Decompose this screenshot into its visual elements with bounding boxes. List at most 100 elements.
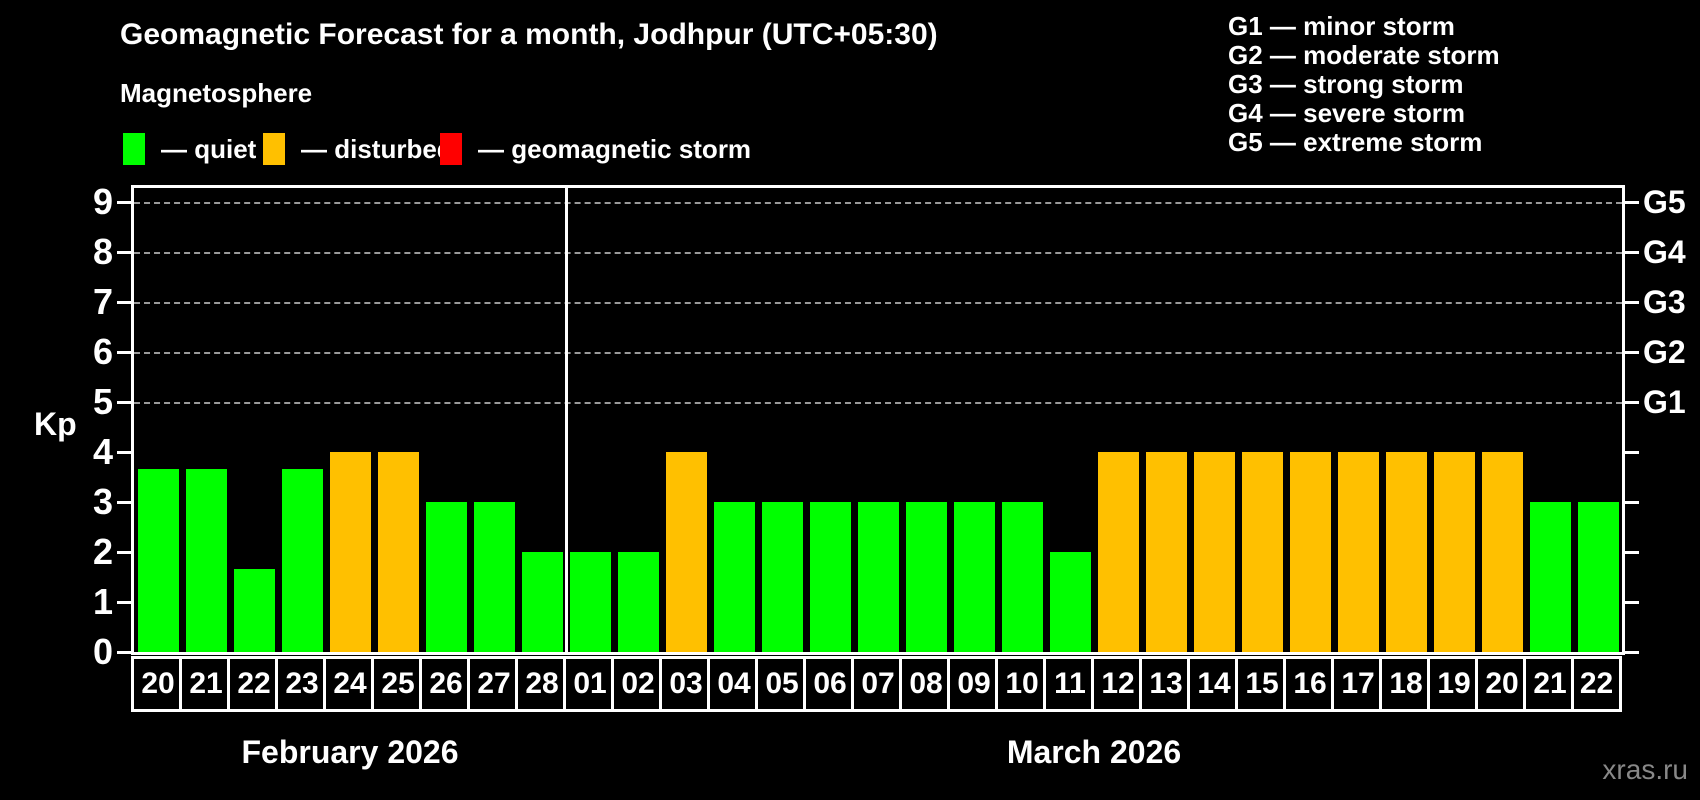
- day-label-cell: 08: [899, 656, 950, 712]
- kp-bar: [377, 452, 419, 652]
- day-label-cell: 04: [707, 656, 758, 712]
- plot-area: [131, 185, 1625, 655]
- day-label-cell: 07: [851, 656, 902, 712]
- g-level-label-g3: G3: [1643, 284, 1686, 320]
- kp-bar: [521, 552, 563, 652]
- month-separator: [564, 188, 568, 652]
- day-label-cell: 10: [995, 656, 1046, 712]
- kp-tick-label: 1: [92, 581, 113, 622]
- kp-bar: [425, 502, 467, 652]
- y-axis-tick: [117, 600, 131, 604]
- legend-label-disturbed: — disturbed: [301, 133, 453, 164]
- chart-subtitle: Magnetosphere: [120, 78, 313, 108]
- g-axis-tick: [1625, 550, 1639, 554]
- day-label-cell: 15: [1235, 656, 1286, 712]
- kp-bar: [809, 502, 851, 652]
- g2-legend-line: G2 — moderate storm: [1228, 40, 1500, 70]
- g-axis-tick: [1625, 450, 1639, 454]
- grid-line-g3: [134, 302, 1622, 304]
- chart-title: Geomagnetic Forecast for a month, Jodhpu…: [120, 18, 938, 51]
- y-axis-title: Kp: [34, 406, 77, 442]
- kp-bar: [1049, 552, 1091, 652]
- quiet-color-swatch: [123, 133, 145, 165]
- g4-legend-line: G4 — severe storm: [1228, 98, 1466, 128]
- y-axis-tick: [117, 250, 131, 254]
- kp-tick-label: 8: [92, 231, 113, 272]
- day-label-cell: 24: [323, 656, 374, 712]
- day-label-cell: 12: [1091, 656, 1142, 712]
- day-label-cell: 28: [515, 656, 566, 712]
- g3-legend-line: G3 — strong storm: [1228, 69, 1464, 99]
- kp-tick-label: 7: [92, 281, 113, 322]
- kp-bar: [1145, 452, 1187, 652]
- g-level-label-g5: G5: [1643, 184, 1686, 220]
- g-axis-tick: [1625, 300, 1639, 304]
- kp-bar: [665, 452, 707, 652]
- y-axis-tick: [117, 500, 131, 504]
- kp-bar: [473, 502, 515, 652]
- g-axis-tick: [1625, 600, 1639, 604]
- day-label-cell: 05: [755, 656, 806, 712]
- g1-legend-line: G1 — minor storm: [1228, 11, 1455, 41]
- kp-bar: [1241, 452, 1283, 652]
- kp-bar: [1433, 452, 1475, 652]
- legend-item-quiet: — quiet: [123, 131, 256, 167]
- day-label-cell: 21: [179, 656, 230, 712]
- y-axis-tick: [117, 300, 131, 304]
- kp-bar: [857, 502, 899, 652]
- kp-bar: [1385, 452, 1427, 652]
- kp-bar: [1481, 452, 1523, 652]
- kp-bar: [905, 502, 947, 652]
- kp-bar: [1289, 452, 1331, 652]
- day-label-cell: 20: [1475, 656, 1526, 712]
- kp-bar: [953, 502, 995, 652]
- legend-item-disturbed: — disturbed: [263, 131, 453, 167]
- day-label-cell: 21: [1523, 656, 1574, 712]
- kp-bar: [617, 552, 659, 652]
- kp-bar: [137, 468, 179, 652]
- day-label-cell: 22: [1571, 656, 1622, 712]
- legend-item-storm: — geomagnetic storm: [440, 131, 751, 167]
- kp-bar: [233, 568, 275, 652]
- g-level-label-g4: G4: [1643, 234, 1686, 270]
- grid-line-g5: [134, 202, 1622, 204]
- kp-bar: [185, 468, 227, 652]
- day-label-cell: 16: [1283, 656, 1334, 712]
- day-label-cell: 01: [563, 656, 614, 712]
- day-label-cell: 26: [419, 656, 470, 712]
- day-label-cell: 17: [1331, 656, 1382, 712]
- y-axis-tick: [117, 200, 131, 204]
- watermark: xras.ru: [1602, 754, 1688, 785]
- kp-bar: [329, 452, 371, 652]
- g-level-label-g2: G2: [1643, 334, 1686, 370]
- kp-bar: [569, 552, 611, 652]
- legend-label-quiet: — quiet: [161, 133, 257, 164]
- day-label-cell: 14: [1187, 656, 1238, 712]
- grid-line-g2: [134, 352, 1622, 354]
- g-level-label-g1: G1: [1643, 384, 1686, 420]
- month-label: February 2026: [241, 734, 459, 770]
- y-axis-tick: [117, 350, 131, 354]
- y-axis-tick: [117, 550, 131, 554]
- kp-tick-label: 9: [92, 181, 113, 222]
- kp-bar: [281, 468, 323, 652]
- legend-label-storm: — geomagnetic storm: [478, 133, 752, 164]
- kp-tick-label: 2: [92, 531, 113, 572]
- grid-line-g4: [134, 252, 1622, 254]
- y-axis-tick: [117, 400, 131, 404]
- g-axis-tick: [1625, 250, 1639, 254]
- day-label-cell: 18: [1379, 656, 1430, 712]
- day-label-cell: 09: [947, 656, 998, 712]
- g-axis-tick: [1625, 400, 1639, 404]
- month-label: March 2026: [1006, 734, 1182, 770]
- kp-bar: [1097, 452, 1139, 652]
- kp-tick-label: 3: [92, 481, 113, 522]
- day-label-cell: 23: [275, 656, 326, 712]
- kp-bar: [1577, 502, 1619, 652]
- y-axis-tick: [117, 650, 131, 654]
- day-label-cell: 20: [131, 656, 182, 712]
- day-label-cell: 11: [1043, 656, 1094, 712]
- kp-tick-label: 5: [92, 381, 113, 422]
- y-axis-tick: [117, 450, 131, 454]
